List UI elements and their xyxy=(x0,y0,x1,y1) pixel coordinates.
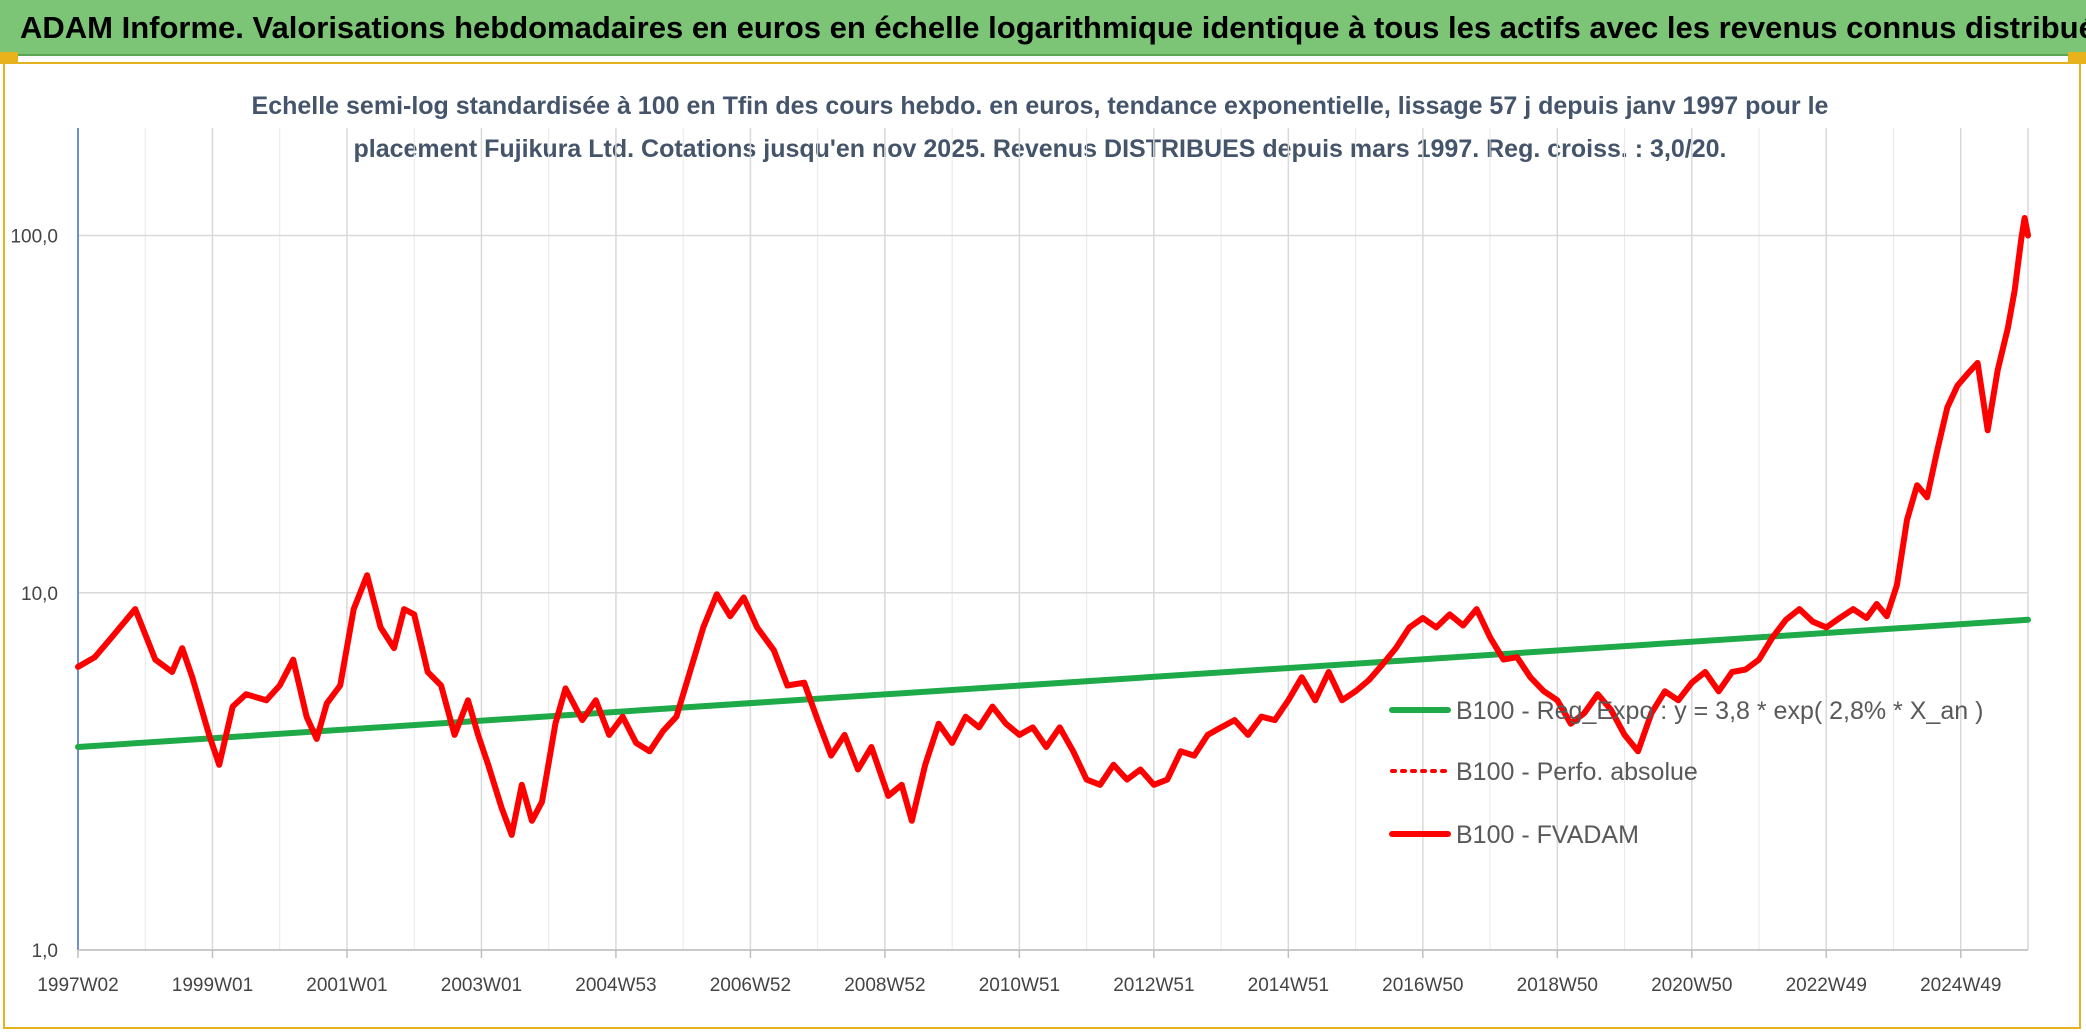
x-tick-label: 2004W53 xyxy=(575,975,656,996)
x-tick-label: 2016W50 xyxy=(1382,975,1463,996)
legend: B100 - Reg_Expo : y = 3,8 * exp( 2,8% * … xyxy=(1389,697,1983,849)
legend-label: B100 - FVADAM xyxy=(1456,821,1639,849)
corner-marker-left xyxy=(0,52,18,64)
chart-subtitle: Echelle semi-log standardisée à 100 en T… xyxy=(250,85,1830,171)
y-tick-label: 1,0 xyxy=(32,941,58,962)
x-tick-label: 2006W52 xyxy=(710,975,791,996)
x-tick-label: 2003W01 xyxy=(441,975,522,996)
chart-frame xyxy=(3,62,2081,1029)
x-tick-label: 2024W49 xyxy=(1920,975,2001,996)
report-title: ADAM Informe. Valorisations hebdomadaire… xyxy=(0,0,2086,56)
x-tick-label: 2008W52 xyxy=(844,975,925,996)
chart-subtitle-line-2: placement Fujikura Ltd. Cotations jusqu'… xyxy=(353,135,1727,163)
y-tick-label: 10,0 xyxy=(21,584,58,605)
x-tick-label: 2022W49 xyxy=(1786,975,1867,996)
x-tick-label: 2012W51 xyxy=(1113,975,1194,996)
x-tick-label: 2010W51 xyxy=(979,975,1060,996)
x-tick-label: 1999W01 xyxy=(172,975,253,996)
y-tick-labels: 1,0 10,0 100,0 xyxy=(10,227,58,962)
x-tick-labels: 1997W02 1999W01 2001W01 2003W01 2004W53 2006W… xyxy=(37,950,2001,996)
series-line xyxy=(75,215,2031,838)
legend-label: B100 - Perfo. absolue xyxy=(1456,758,1698,786)
chart-subtitle-line-1: Echelle semi-log standardisée à 100 en T… xyxy=(251,92,1829,120)
series-lines xyxy=(75,215,2031,838)
legend-label: B100 - Reg_Expo : y = 3,8 * exp( 2,8% * … xyxy=(1456,697,1983,725)
corner-marker-right xyxy=(2068,52,2086,64)
x-tick-label: 2020W50 xyxy=(1651,975,1732,996)
series-line xyxy=(75,616,2031,750)
x-tick-label: 1997W02 xyxy=(37,975,118,996)
x-tick-label: 2014W51 xyxy=(1248,975,1329,996)
y-tick-label: 100,0 xyxy=(10,227,58,248)
grid-lines xyxy=(77,128,2029,951)
x-tick-label: 2018W50 xyxy=(1517,975,1598,996)
x-tick-label: 2001W01 xyxy=(306,975,387,996)
